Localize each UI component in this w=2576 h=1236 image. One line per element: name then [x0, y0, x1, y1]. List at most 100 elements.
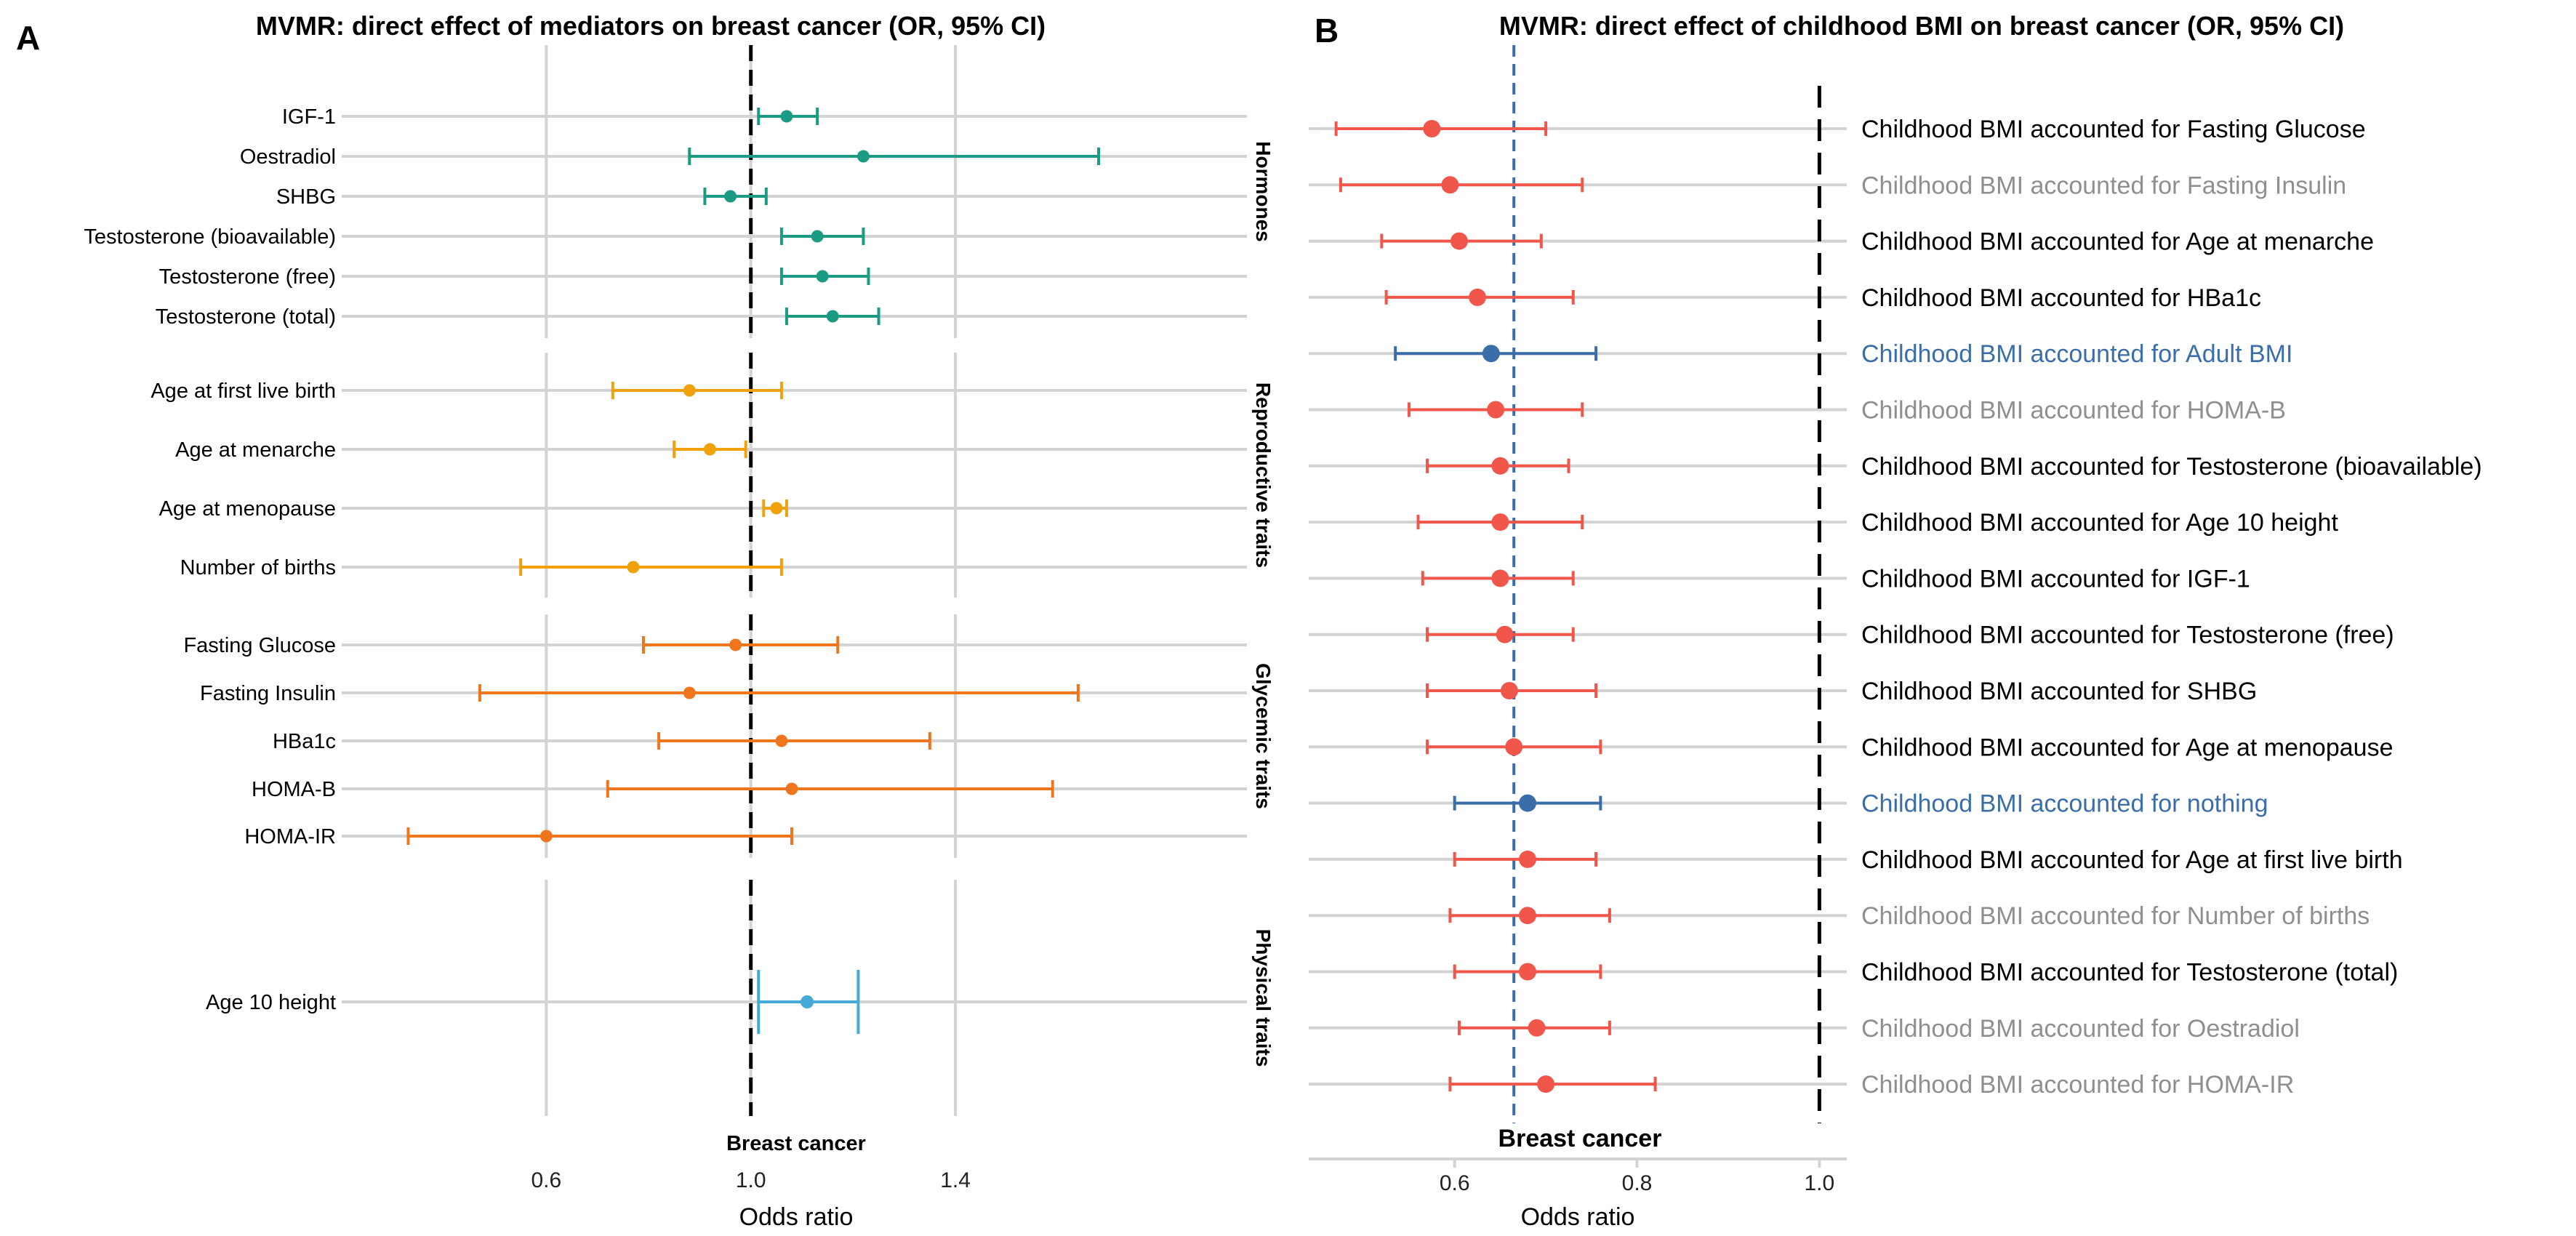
point-estimate	[683, 686, 696, 699]
row-label: Childhood BMI accounted for HOMA-IR	[1861, 1071, 2294, 1099]
point-estimate	[780, 110, 793, 123]
point-estimate	[539, 830, 553, 843]
row-label: Childhood BMI accounted for Testosterone…	[1861, 959, 2398, 987]
row-label: Childhood BMI accounted for Age at menop…	[1861, 734, 2393, 761]
facet-hormones: IGF-1 Oestradiol SHBG Testosterone (bioavai…	[84, 45, 1275, 338]
point-estimate	[1519, 850, 1537, 868]
point-estimate	[1505, 738, 1523, 756]
point-estimate	[1496, 625, 1514, 643]
row-label: Age 10 height	[206, 991, 336, 1014]
row-childhood-bmi-accounted-for-testosterone-free: Childhood BMI accounted for Testosterone…	[1426, 622, 2394, 649]
row-label: Childhood BMI accounted for Oestradiol	[1861, 1015, 2300, 1043]
point-estimate	[724, 190, 737, 203]
row-childhood-bmi-accounted-for-igf-1: Childhood BMI accounted for IGF-1	[1421, 565, 2250, 593]
point-estimate	[785, 782, 798, 795]
row-childhood-bmi-accounted-for-testosterone-total: Childhood BMI accounted for Testosterone…	[1453, 959, 2398, 987]
point-estimate	[1423, 120, 1441, 137]
row-label: Childhood BMI accounted for Fasting Insu…	[1861, 172, 2346, 199]
row-childhood-bmi-accounted-for-age-at-menopause: Childhood BMI accounted for Age at menop…	[1426, 734, 2393, 761]
panel-a-x-axis-title: Odds ratio	[739, 1203, 854, 1231]
point-estimate	[627, 561, 640, 574]
point-estimate	[856, 150, 870, 163]
row-childhood-bmi-accounted-for-testosterone-bioavailable: Childhood BMI accounted for Testosterone…	[1426, 453, 2482, 481]
point-estimate	[1487, 401, 1505, 419]
row-label: Childhood BMI accounted for SHBG	[1861, 678, 2257, 705]
x-tick-label: 0.6	[531, 1168, 561, 1192]
point-estimate	[826, 310, 839, 323]
facet-strip-label: Glycemic traits	[1252, 663, 1275, 809]
row-label: Childhood BMI accounted for HBa1c	[1861, 284, 2261, 312]
row-childhood-bmi-accounted-for-fasting-glucose: Childhood BMI accounted for Fasting Gluc…	[1334, 116, 2366, 143]
point-estimate	[1469, 288, 1487, 306]
panel-b-x-axis-title: Odds ratio	[1521, 1203, 1635, 1231]
x-tick-label: 1.4	[940, 1168, 971, 1192]
facet-strip-label: Reproductive traits	[1252, 382, 1275, 568]
point-estimate	[1491, 569, 1509, 587]
row-label: HOMA-IR	[244, 825, 336, 848]
row-label: Testosterone (free)	[159, 265, 336, 289]
facet-reproductive-traits: Age at first live birth Age at menarche Ag…	[151, 353, 1275, 598]
row-childhood-bmi-accounted-for-homa-b: Childhood BMI accounted for HOMA-B	[1407, 397, 2286, 425]
facet-glycemic-traits: Fasting Glucose Fasting Insulin HBa1c HOMA-…	[183, 614, 1275, 858]
row-label: IGF-1	[282, 105, 336, 129]
row-childhood-bmi-accounted-for-shbg: Childhood BMI accounted for SHBG	[1426, 678, 2257, 705]
row-label: Oestradiol	[240, 145, 336, 169]
row-childhood-bmi-accounted-for-homa-ir: Childhood BMI accounted for HOMA-IR	[1448, 1071, 2294, 1099]
row-label: Childhood BMI accounted for Number of bi…	[1861, 902, 2370, 930]
point-estimate	[1482, 345, 1500, 363]
row-label: Childhood BMI accounted for Age 10 heigh…	[1861, 509, 2338, 537]
panel-a-letter: A	[16, 19, 40, 57]
row-label: Childhood BMI accounted for HOMA-B	[1861, 397, 2286, 425]
x-tick-label: 1.0	[736, 1168, 766, 1192]
row-label: Childhood BMI accounted for Testosterone…	[1861, 453, 2482, 481]
panel-b-title: MVMR: direct effect of childhood BMI on …	[1499, 11, 2344, 41]
row-childhood-bmi-accounted-for-age-10-height: Childhood BMI accounted for Age 10 heigh…	[1416, 509, 2338, 537]
point-estimate	[1491, 457, 1509, 475]
panel-b-letter: B	[1315, 12, 1339, 49]
panel-b-reference-label: Breast cancer	[1498, 1125, 1662, 1152]
row-label: Fasting Insulin	[200, 682, 336, 705]
point-estimate	[1519, 907, 1537, 925]
facet-strip-label: Physical traits	[1252, 929, 1275, 1067]
panel-b-forest-plot: Childhood BMI accounted for Fasting Gluc…	[1309, 45, 2482, 1195]
point-estimate	[1450, 232, 1468, 250]
x-tick-label: 0.6	[1440, 1171, 1470, 1195]
point-estimate	[1441, 176, 1459, 194]
row-childhood-bmi-accounted-for-fasting-insulin: Childhood BMI accounted for Fasting Insu…	[1339, 172, 2346, 199]
point-estimate	[811, 230, 824, 243]
row-childhood-bmi-accounted-for-adult-bmi: Childhood BMI accounted for Adult BMI	[1394, 340, 2292, 368]
row-label: Childhood BMI accounted for Age at menar…	[1861, 228, 2374, 256]
row-childhood-bmi-accounted-for-oestradiol: Childhood BMI accounted for Oestradiol	[1457, 1015, 2300, 1043]
point-estimate	[1519, 794, 1537, 812]
point-estimate	[1528, 1019, 1546, 1037]
row-childhood-bmi-accounted-for-age-at-menarche: Childhood BMI accounted for Age at menar…	[1380, 228, 2374, 256]
point-estimate	[729, 638, 742, 651]
facet-physical-traits: Age 10 height Physical traits	[206, 880, 1275, 1116]
row-label: Age at first live birth	[151, 380, 336, 403]
row-childhood-bmi-accounted-for-number-of-births: Childhood BMI accounted for Number of bi…	[1448, 902, 2370, 930]
row-label: Fasting Glucose	[183, 634, 336, 657]
x-tick-label: 1.0	[1805, 1171, 1835, 1195]
row-childhood-bmi-accounted-for-age-at-first-live-birth: Childhood BMI accounted for Age at first…	[1453, 846, 2403, 874]
row-label: HOMA-B	[252, 778, 336, 801]
row-label: HBa1c	[273, 730, 336, 753]
point-estimate	[816, 270, 829, 283]
point-estimate	[1537, 1075, 1555, 1093]
row-label: Childhood BMI accounted for Testosterone…	[1861, 622, 2394, 649]
point-estimate	[801, 995, 814, 1008]
row-label: Childhood BMI accounted for Age at first…	[1861, 846, 2403, 874]
panel-a-forest-plot: IGF-1 Oestradiol SHBG Testosterone (bioavai…	[84, 45, 1275, 1192]
row-childhood-bmi-accounted-for-nothing: Childhood BMI accounted for nothing	[1453, 790, 2268, 818]
row-label: Childhood BMI accounted for Fasting Gluc…	[1861, 116, 2366, 143]
panel-a-reference-label: Breast cancer	[726, 1132, 866, 1155]
row-childhood-bmi-accounted-for-hba1c: Childhood BMI accounted for HBa1c	[1384, 284, 2261, 312]
point-estimate	[703, 443, 716, 456]
x-tick-label: 0.8	[1622, 1171, 1653, 1195]
point-estimate	[683, 384, 696, 397]
row-label: Age at menopause	[159, 497, 336, 521]
row-label: Age at menarche	[175, 438, 336, 462]
row-label: Number of births	[180, 556, 336, 579]
row-label: Testosterone (bioavailable)	[84, 225, 336, 249]
row-label: Childhood BMI accounted for IGF-1	[1861, 565, 2250, 593]
